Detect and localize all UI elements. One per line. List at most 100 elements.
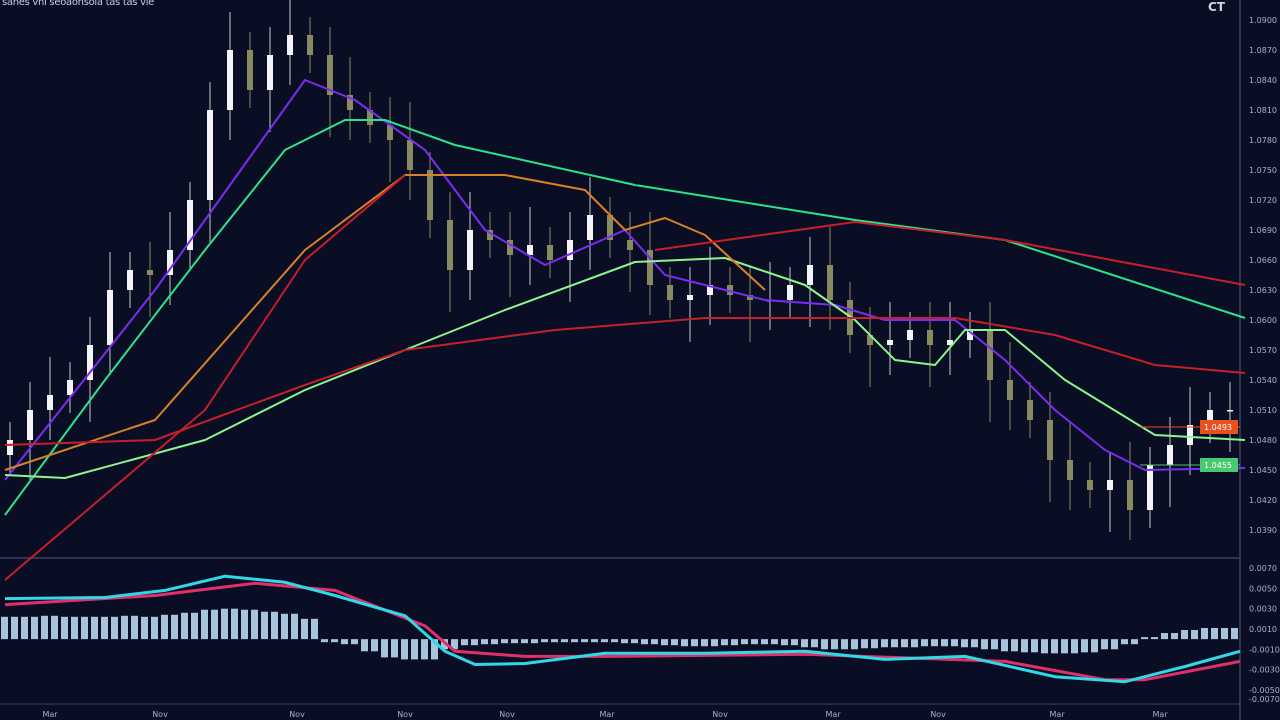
macd-histogram-bar xyxy=(1021,639,1028,653)
price-badge-label: 1.0455 xyxy=(1204,461,1232,470)
macd-histogram-bar xyxy=(101,616,108,640)
candle-body xyxy=(7,440,13,455)
candle-body xyxy=(1127,480,1133,510)
macd-histogram-bar xyxy=(751,639,758,645)
macd-histogram-bar xyxy=(541,639,548,643)
macd-histogram-bar xyxy=(741,639,748,645)
price-tick-label: 1.0720 xyxy=(1249,196,1277,205)
candle-body xyxy=(287,35,293,55)
candle-body xyxy=(887,340,893,345)
moving-average-line xyxy=(4,119,1246,516)
macd-histogram-bar xyxy=(91,616,98,640)
candle-body xyxy=(807,265,813,285)
macd-histogram-bar xyxy=(351,639,358,645)
candle-body xyxy=(387,125,393,140)
macd-histogram-bar xyxy=(411,639,418,660)
macd-histogram-bar xyxy=(11,616,18,640)
macd-histogram-bar xyxy=(141,616,148,640)
candle-body xyxy=(527,245,533,255)
macd-histogram-bar xyxy=(241,609,248,640)
candle-body xyxy=(967,330,973,340)
price-tick-label: 1.0630 xyxy=(1249,286,1277,295)
price-tick-label: 1.0870 xyxy=(1249,46,1277,55)
macd-histogram-bar xyxy=(1041,639,1048,654)
macd-histogram-bar xyxy=(661,639,668,646)
candle-body xyxy=(927,330,933,345)
macd-histogram-bar xyxy=(651,639,658,645)
candle-body xyxy=(47,395,53,410)
macd-line xyxy=(4,574,1241,684)
macd-histogram-bar xyxy=(681,639,688,647)
candle-body xyxy=(307,35,313,55)
candle-body xyxy=(167,250,173,275)
macd-histogram-bar xyxy=(21,616,28,640)
price-tick-label: 1.0900 xyxy=(1249,16,1277,25)
macd-histogram-bar xyxy=(61,616,68,640)
price-tick-label: 1.0450 xyxy=(1249,466,1277,475)
macd-histogram-bar xyxy=(551,639,558,643)
time-tick-label: Nov xyxy=(289,710,305,719)
macd-histogram-bar xyxy=(891,639,898,648)
macd-histogram-bar xyxy=(381,639,388,658)
candle-body xyxy=(647,250,653,285)
time-tick-label: Mar xyxy=(825,710,841,719)
macd-histogram-bar xyxy=(131,615,138,640)
macd-histogram-bar xyxy=(981,639,988,650)
price-tick-label: 1.0570 xyxy=(1249,346,1277,355)
macd-histogram-bar xyxy=(231,608,238,640)
candle-body xyxy=(267,55,273,90)
time-tick-label: Nov xyxy=(397,710,413,719)
time-tick-label: Mar xyxy=(599,710,615,719)
candle-body xyxy=(247,50,253,90)
macd-histogram-bar xyxy=(271,611,278,640)
macd-histogram-bar xyxy=(1091,639,1098,653)
candle-body xyxy=(947,340,953,345)
symbol-label: CT xyxy=(1208,0,1225,14)
time-tick-label: Nov xyxy=(499,710,515,719)
time-tick-label: Mar xyxy=(42,710,58,719)
price-tick-label: 1.0420 xyxy=(1249,496,1277,505)
macd-histogram-bar xyxy=(341,639,348,645)
macd-histogram-bar xyxy=(1111,639,1118,650)
macd-histogram-bar xyxy=(671,639,678,646)
macd-histogram-bar xyxy=(941,639,948,647)
moving-average-line xyxy=(4,174,406,581)
macd-histogram-bar xyxy=(431,639,438,660)
macd-histogram-bar xyxy=(701,639,708,647)
candle-body xyxy=(127,270,133,290)
macd-histogram-bar xyxy=(71,616,78,640)
macd-histogram-bar xyxy=(311,618,318,640)
macd-histogram-bar xyxy=(921,639,928,647)
candle-body xyxy=(1227,410,1233,412)
macd-histogram-bar xyxy=(521,639,528,644)
macd-histogram-bar xyxy=(161,614,168,640)
price-badge xyxy=(1200,458,1238,472)
candle-body xyxy=(667,285,673,300)
macd-histogram-bar xyxy=(761,639,768,645)
macd-tick-label: 0.0030 xyxy=(1249,605,1277,614)
price-tick-label: 1.0810 xyxy=(1249,106,1277,115)
macd-histogram-bar xyxy=(1,616,8,640)
price-tick-label: 1.0750 xyxy=(1249,166,1277,175)
macd-histogram-bar xyxy=(731,639,738,646)
macd-histogram-bar xyxy=(281,613,288,640)
macd-histogram-bar xyxy=(251,609,258,640)
macd-histogram-bar xyxy=(801,639,808,648)
macd-histogram-bar xyxy=(871,639,878,649)
candle-body xyxy=(1087,480,1093,490)
price-badge-label: 1.0493 xyxy=(1204,423,1232,432)
candle-body xyxy=(547,245,553,260)
macd-histogram-bar xyxy=(631,639,638,644)
macd-histogram-bar xyxy=(291,613,298,640)
candle-body xyxy=(787,285,793,300)
macd-histogram-bar xyxy=(901,639,908,648)
candle-body xyxy=(627,240,633,250)
macd-histogram-bar xyxy=(41,615,48,640)
macd-histogram-bar xyxy=(531,639,538,644)
time-tick-label: Nov xyxy=(152,710,168,719)
macd-histogram-bar xyxy=(691,639,698,647)
candle-body xyxy=(1147,465,1153,510)
price-tick-label: 1.0390 xyxy=(1249,526,1277,535)
